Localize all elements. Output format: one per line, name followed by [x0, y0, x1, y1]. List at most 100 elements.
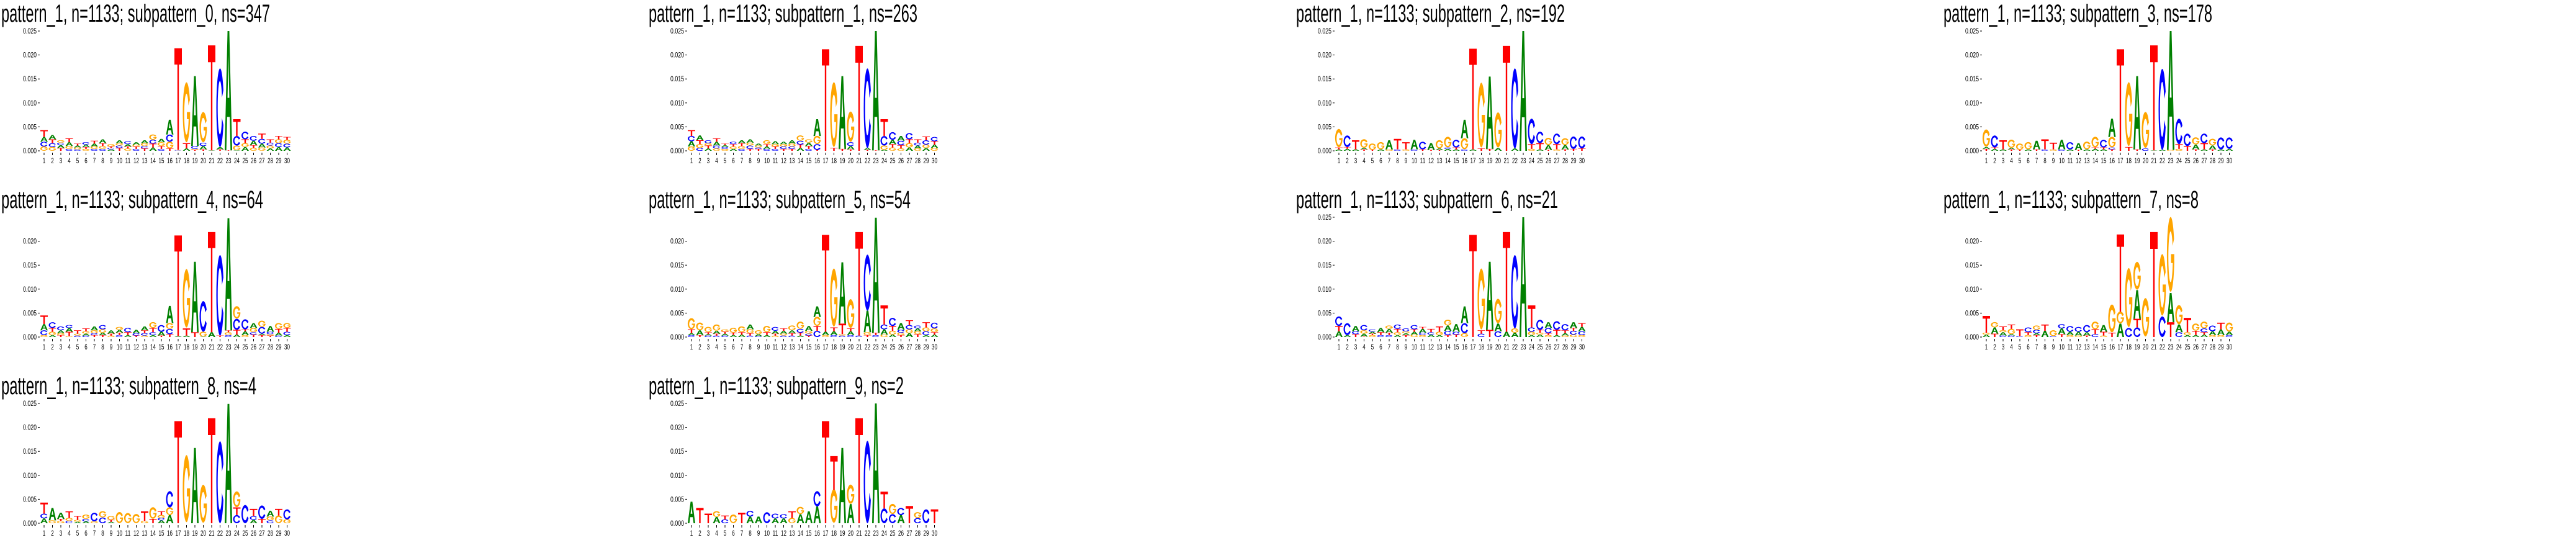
- logo-letter-T-icon: [174, 235, 182, 336]
- x-tick-label: 22: [217, 529, 223, 538]
- logo-letter-T-icon: [99, 143, 107, 146]
- logo-letter-C-icon: [772, 326, 779, 331]
- logo-letter-C-icon: [158, 325, 165, 332]
- x-tick-label: 17: [823, 529, 829, 538]
- x-tick-label: 28: [1562, 343, 1568, 351]
- logo-letter-A-icon: [158, 331, 165, 336]
- logo-letter-C-icon: [813, 330, 821, 337]
- logo-letter-C-icon: [1419, 142, 1426, 150]
- logo-letter-G-icon: [1561, 335, 1569, 337]
- x-tick-label: 17: [176, 529, 181, 538]
- logo-letter-T-icon: [1991, 147, 1999, 149]
- x-tick-label: 5: [76, 529, 79, 538]
- logo-letter-C-icon: [922, 331, 930, 335]
- logo-letter-T-icon: [796, 144, 804, 148]
- logo-letter-G-icon: [1368, 143, 1376, 150]
- logo-letter-G-icon: [721, 329, 729, 332]
- logo-letter-T-icon: [225, 330, 232, 333]
- logo-letter-C-icon: [914, 325, 921, 329]
- logo-letter-C-icon: [48, 143, 56, 147]
- logo-letter-G-icon: [1982, 129, 1990, 147]
- logo-panel-1: pattern_1, n=1133; subpattern_1, ns=263 0…: [649, 0, 939, 165]
- logo-letter-T-icon: [1394, 328, 1402, 333]
- logo-letter-T-icon: [1444, 335, 1452, 337]
- logo-letter-A-icon: [250, 323, 258, 328]
- logo-letter-C-icon: [91, 333, 98, 335]
- y-tick-label: 0.015: [1318, 74, 1331, 83]
- logo-letter-T-icon: [922, 136, 930, 141]
- logo-letter-G-icon: [258, 147, 266, 151]
- logo-letter-A-icon: [780, 142, 788, 145]
- logo-letter-A-icon: [166, 515, 174, 524]
- logo-letter-C-icon: [1461, 323, 1468, 333]
- logo-letter-A-icon: [1494, 323, 1502, 331]
- x-tick-label: 20: [200, 156, 206, 165]
- logo-letter-A-icon: [166, 119, 174, 135]
- y-tick-label: 0.015: [670, 74, 684, 83]
- logo-letter-T-icon: [74, 330, 81, 334]
- x-tick-label: 15: [806, 156, 812, 165]
- logo-letter-G-icon: [922, 327, 930, 331]
- y-tick-label: 0.020: [670, 423, 684, 432]
- logo-letter-A-icon: [1410, 331, 1418, 335]
- y-tick-label: 0.015: [23, 74, 37, 83]
- logo-letter-C-icon: [863, 68, 871, 148]
- logo-letter-C-icon: [696, 148, 703, 151]
- x-tick-label: 5: [1371, 343, 1374, 351]
- x-tick-label: 18: [1479, 343, 1484, 351]
- x-tick-label: 7: [93, 156, 96, 165]
- logo-letter-C-icon: [65, 148, 73, 151]
- logo-letter-G-icon: [754, 145, 762, 148]
- logo-letter-A-icon: [2150, 150, 2158, 151]
- logo-letter-C-icon: [1536, 320, 1544, 330]
- x-tick-label: 9: [757, 343, 760, 351]
- logo-letter-A-icon: [283, 147, 291, 151]
- y-tick-label: 0.000: [1318, 333, 1331, 341]
- logo-letter-G-icon: [2133, 261, 2141, 290]
- logo-letter-C-icon: [930, 322, 938, 329]
- logo-letter-C-icon: [914, 142, 921, 146]
- logo-letter-A-icon: [796, 514, 804, 523]
- logo-letter-A-icon: [65, 142, 73, 146]
- x-tick-label: 16: [1462, 343, 1467, 351]
- logo-letter-C-icon: [216, 68, 223, 147]
- logo-letter-T-icon: [216, 149, 224, 151]
- logo-letter-T-icon: [258, 519, 266, 523]
- logo-letter-C-icon: [2225, 137, 2233, 149]
- logo-letter-C-icon: [721, 335, 729, 337]
- x-tick-label: 16: [814, 156, 820, 165]
- logo-letter-T-icon: [1335, 147, 1343, 150]
- logo-letter-T-icon: [1335, 326, 1343, 331]
- logo-letter-A-icon: [2184, 335, 2191, 337]
- x-tick-label: 4: [2010, 156, 2013, 165]
- x-tick-label: 15: [159, 529, 164, 538]
- x-tick-label: 5: [724, 343, 727, 351]
- logo-letter-C-icon: [1410, 325, 1418, 330]
- x-tick-label: 22: [865, 156, 870, 165]
- logo-letter-A-icon: [275, 146, 282, 151]
- logo-letter-C-icon: [266, 520, 274, 524]
- y-tick-label: 0.015: [23, 447, 37, 456]
- logo-letter-G-icon: [65, 336, 73, 337]
- logo-letter-A-icon: [2158, 150, 2166, 151]
- x-tick-label: 23: [226, 529, 232, 538]
- logo-letter-A-icon: [208, 332, 215, 337]
- logo-letter-A-icon: [755, 516, 762, 523]
- logo-letter-G-icon: [48, 520, 56, 523]
- logo-letter-G-icon: [1544, 137, 1552, 145]
- logo-letter-T-icon: [258, 133, 266, 139]
- logo-letter-A-icon: [914, 328, 922, 331]
- logo-letter-A-icon: [830, 331, 838, 335]
- x-tick-label: 16: [167, 343, 173, 351]
- x-tick-label: 14: [798, 529, 803, 538]
- x-tick-label: 21: [857, 529, 862, 538]
- panel-title: pattern_1, n=1133; subpattern_1, ns=263: [649, 0, 917, 27]
- logo-letter-C-icon: [847, 142, 854, 146]
- logo-letter-G-icon: [40, 146, 48, 151]
- logo-letter-G-icon: [888, 330, 896, 335]
- logo-letter-T-icon: [1561, 149, 1569, 151]
- logo-letter-T-icon: [705, 145, 712, 149]
- logo-letter-C-icon: [2158, 316, 2166, 337]
- y-tick-label: 0.020: [1965, 237, 1979, 246]
- logo-letter-G-icon: [1561, 138, 1569, 145]
